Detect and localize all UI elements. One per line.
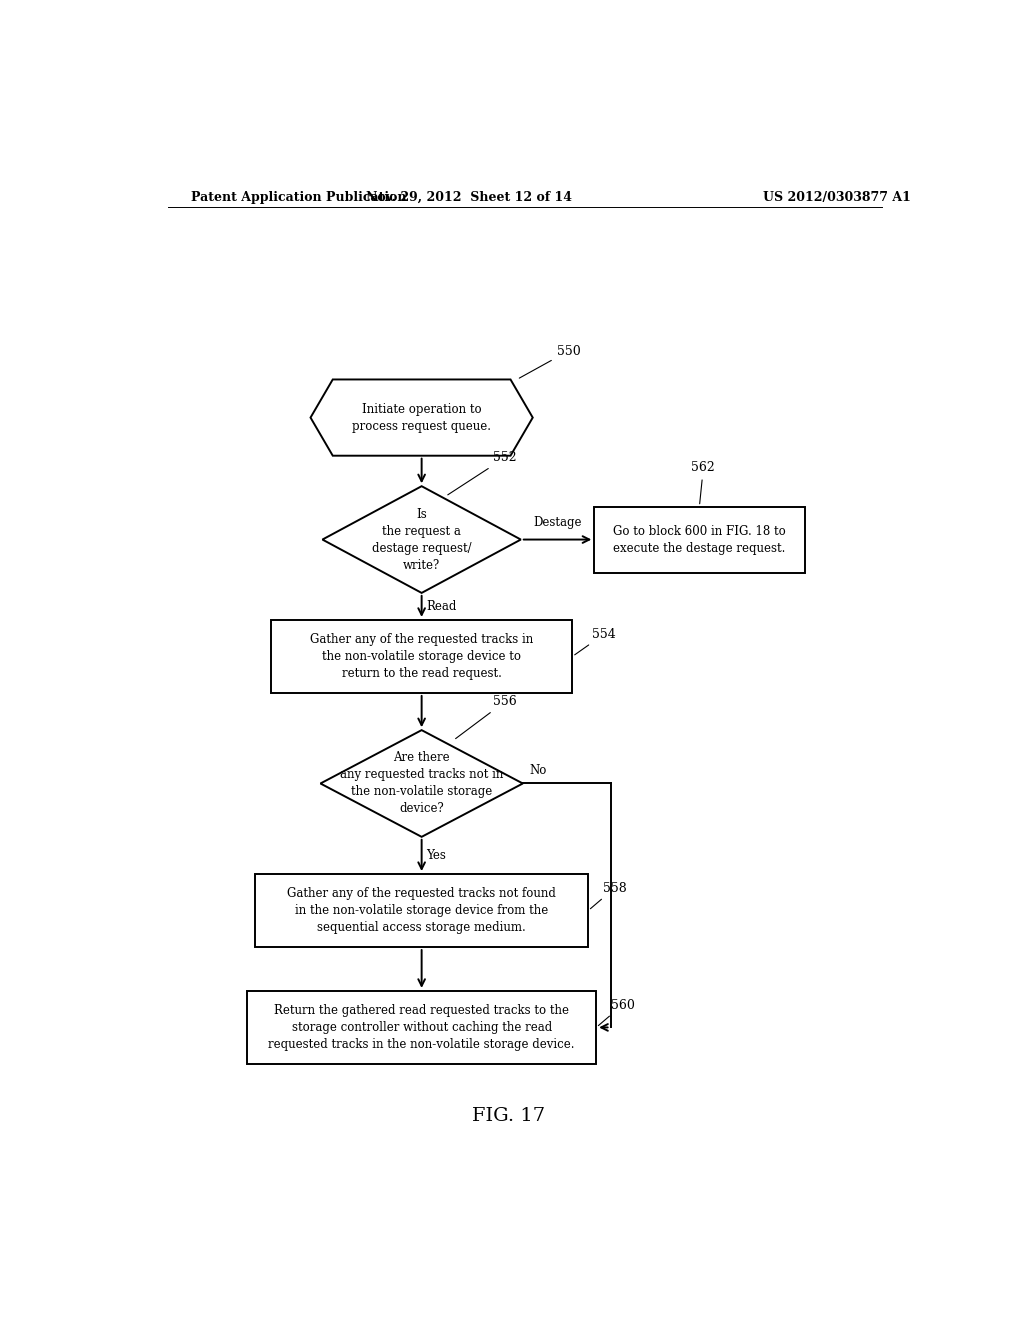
Text: Patent Application Publication: Patent Application Publication (191, 190, 407, 203)
Text: Gather any of the requested tracks in
the non-volatile storage device to
return : Gather any of the requested tracks in th… (310, 632, 534, 680)
Text: 558: 558 (591, 882, 627, 908)
Text: FIG. 17: FIG. 17 (472, 1107, 546, 1125)
Text: Nov. 29, 2012  Sheet 12 of 14: Nov. 29, 2012 Sheet 12 of 14 (367, 190, 572, 203)
Text: 562: 562 (691, 462, 715, 504)
Text: Destage: Destage (534, 516, 582, 529)
FancyBboxPatch shape (270, 620, 572, 693)
Polygon shape (321, 730, 523, 837)
Text: 550: 550 (519, 345, 581, 378)
Text: Return the gathered read requested tracks to the
storage controller without cach: Return the gathered read requested track… (268, 1005, 574, 1051)
Text: Yes: Yes (426, 849, 446, 862)
Text: 554: 554 (574, 627, 616, 655)
Text: No: No (529, 764, 547, 777)
Text: Read: Read (426, 599, 457, 612)
Text: Are there
any requested tracks not in
the non-volatile storage
device?: Are there any requested tracks not in th… (340, 751, 504, 816)
Polygon shape (310, 379, 532, 455)
FancyBboxPatch shape (255, 874, 588, 948)
FancyBboxPatch shape (594, 507, 805, 573)
Text: Is
the request a
destage request/
write?: Is the request a destage request/ write? (372, 508, 471, 572)
FancyBboxPatch shape (247, 991, 596, 1064)
Text: Go to block 600 in FIG. 18 to
execute the destage request.: Go to block 600 in FIG. 18 to execute th… (613, 524, 785, 554)
Polygon shape (323, 486, 521, 593)
Text: US 2012/0303877 A1: US 2012/0303877 A1 (763, 190, 910, 203)
Text: 552: 552 (447, 451, 517, 495)
Text: 560: 560 (598, 998, 635, 1026)
Text: 556: 556 (456, 696, 517, 739)
Text: Initiate operation to
process request queue.: Initiate operation to process request qu… (352, 403, 492, 433)
Text: Gather any of the requested tracks not found
in the non-volatile storage device : Gather any of the requested tracks not f… (287, 887, 556, 935)
